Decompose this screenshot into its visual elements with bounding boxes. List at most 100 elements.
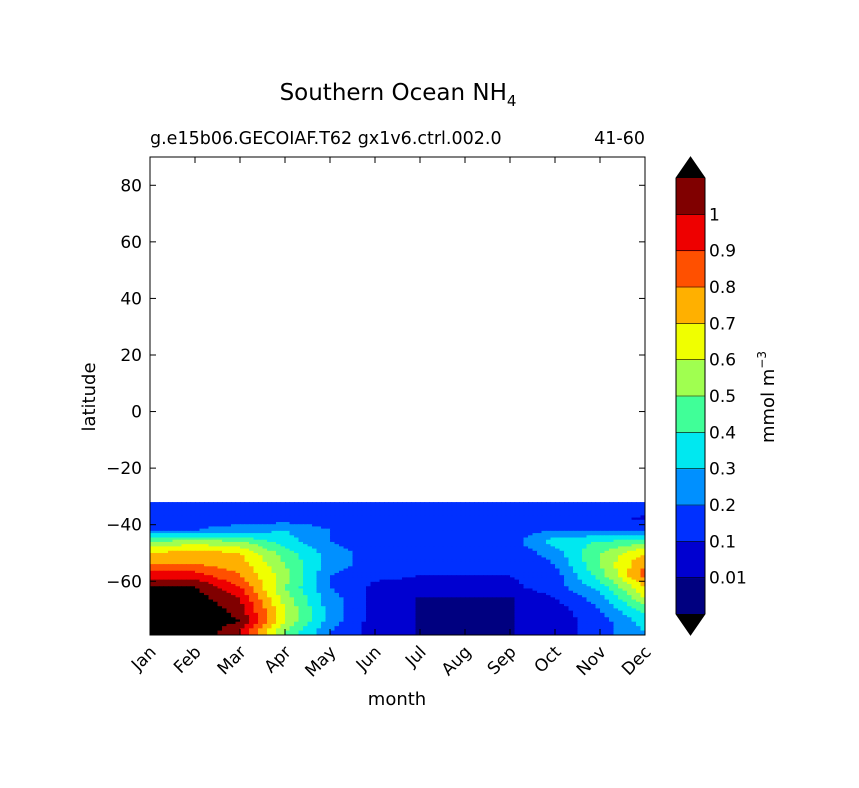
heatmap-cell [397,510,403,514]
heatmap-cell [271,575,277,578]
heatmap-cell [240,584,246,587]
heatmap-cell [496,510,502,514]
heatmap-cell [267,590,273,594]
heatmap-cell [388,504,394,508]
heatmap-cell [249,526,255,530]
heatmap-cell [469,572,475,576]
heatmap-cell [186,557,192,561]
heatmap-cell [249,533,255,536]
heatmap-cell [168,519,174,523]
heatmap-cell [258,590,264,594]
heatmap-cell [339,597,345,601]
heatmap-cell [330,515,336,519]
heatmap-cell [312,597,318,601]
heatmap-cell [415,566,421,570]
heatmap-cell [379,570,385,574]
heatmap-cell [604,597,610,601]
heatmap-cell [424,524,430,528]
heatmap-cell [591,524,597,528]
heatmap-cell [177,570,183,574]
heatmap-cell [325,541,331,545]
heatmap-cell [447,553,453,556]
heatmap-cell [501,586,507,590]
heatmap-cell [181,572,187,576]
heatmap-cell [631,544,637,547]
heatmap-cell [186,586,192,590]
heatmap-cell [537,557,543,561]
heatmap-cell [492,504,498,508]
heatmap-cell [172,530,178,534]
heatmap-cell [190,601,196,605]
heatmap-cell [442,564,448,567]
heatmap-cell [411,517,417,521]
heatmap-cell [384,584,390,587]
heatmap-cell [447,559,453,563]
heatmap-cell [397,597,403,601]
heatmap-cell [483,502,489,505]
heatmap-cell [501,517,507,521]
heatmap-cell [528,575,534,578]
heatmap-cell [280,575,286,578]
heatmap-cell [501,519,507,523]
heatmap-cell [505,555,511,559]
heatmap-cell [631,592,637,596]
heatmap-cell [595,568,601,572]
heatmap-cell [478,526,484,530]
heatmap-cell [267,513,273,516]
heatmap-cell [465,570,471,574]
heatmap-cell [474,533,480,536]
heatmap-cell [388,515,394,519]
heatmap-cell [235,539,241,543]
heatmap-cell [249,550,255,554]
heatmap-cell [618,535,624,539]
heatmap-cell [577,581,583,585]
heatmap-cell [357,533,363,536]
heatmap-cell [154,522,160,525]
heatmap-cell [172,508,178,512]
heatmap-cell [532,546,538,550]
heatmap-cell [294,535,300,539]
heatmap-cell [370,555,376,559]
heatmap-cell [240,530,246,534]
heatmap-cell [424,515,430,519]
heatmap-cell [640,555,645,559]
heatmap-cell [460,539,466,543]
heatmap-cell [631,590,637,594]
heatmap-cell [438,502,444,505]
heatmap-cell [456,544,462,547]
heatmap-cell [307,561,313,565]
heatmap-cell [343,564,349,567]
heatmap-cell [496,584,502,587]
heatmap-cell [280,522,286,525]
heatmap-cell [505,508,511,512]
heatmap-cell [474,535,480,539]
heatmap-cell [555,533,561,536]
heatmap-cell [298,524,304,528]
heatmap-cell [474,510,480,514]
heatmap-cell [285,597,291,601]
heatmap-cell [609,588,615,592]
heatmap-cell [226,595,232,598]
heatmap-cell [559,586,565,590]
heatmap-cell [433,557,439,561]
heatmap-cell [235,575,241,578]
heatmap-cell [303,539,309,543]
heatmap-cell [402,570,408,574]
heatmap-cell [384,535,390,539]
heatmap-cell [384,568,390,572]
heatmap-cell [631,526,637,530]
heatmap-cell [289,504,295,508]
heatmap-cell [424,502,430,505]
heatmap-cell [357,568,363,572]
heatmap-cell [181,544,187,547]
heatmap-cell [339,544,345,547]
heatmap-cell [181,559,187,563]
heatmap-cell [469,555,475,559]
heatmap-cell [321,535,327,539]
heatmap-cell [177,548,183,552]
heatmap-cell [532,566,538,570]
heatmap-cell [505,513,511,516]
heatmap-cell [487,517,493,521]
heatmap-cell [573,541,579,545]
heatmap-cell [532,524,538,528]
